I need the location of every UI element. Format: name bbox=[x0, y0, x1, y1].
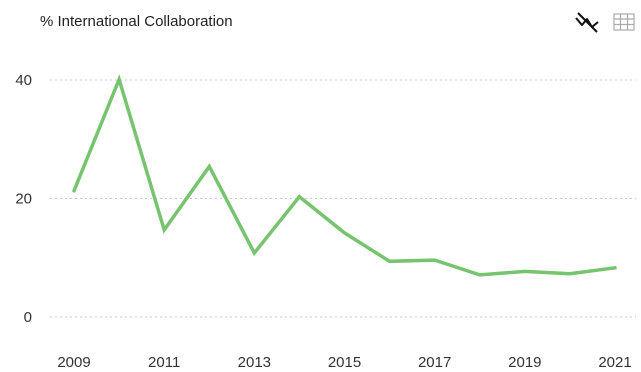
y-axis-ticks: 0 20 40 bbox=[15, 72, 32, 326]
y-tick-label: 40 bbox=[15, 72, 32, 89]
data-point[interactable] bbox=[248, 247, 260, 259]
y-tick-label: 0 bbox=[24, 309, 32, 326]
data-point[interactable] bbox=[68, 185, 80, 197]
data-point[interactable] bbox=[474, 269, 486, 281]
chart-view-toolbar bbox=[571, 8, 641, 36]
data-point[interactable] bbox=[564, 268, 576, 280]
data-point[interactable] bbox=[429, 254, 441, 266]
table-grid-icon bbox=[613, 13, 635, 31]
series-layer bbox=[68, 73, 621, 281]
data-point[interactable] bbox=[293, 191, 305, 203]
x-tick-label: 2013 bbox=[238, 354, 271, 371]
chart-title: % International Collaboration bbox=[40, 13, 233, 30]
line-view-button[interactable] bbox=[573, 8, 601, 36]
x-tick-label: 2015 bbox=[328, 354, 361, 371]
data-point[interactable] bbox=[384, 255, 396, 267]
x-tick-label: 2021 bbox=[598, 354, 631, 371]
table-view-button[interactable] bbox=[609, 8, 637, 36]
x-tick-label: 2011 bbox=[148, 354, 180, 371]
x-tick-label: 2017 bbox=[418, 354, 451, 371]
data-point[interactable] bbox=[158, 224, 170, 236]
data-point[interactable] bbox=[609, 262, 621, 274]
grid-lines bbox=[50, 79, 636, 318]
data-point[interactable] bbox=[113, 73, 125, 85]
data-point[interactable] bbox=[339, 227, 351, 239]
data-point[interactable] bbox=[203, 161, 215, 173]
x-axis-ticks: 2009 2011 2013 2015 2017 2019 2021 bbox=[57, 354, 631, 371]
x-tick-label: 2009 bbox=[57, 354, 90, 371]
series-line bbox=[72, 74, 617, 277]
y-tick-label: 20 bbox=[15, 191, 32, 208]
line-chart-icon bbox=[575, 12, 599, 33]
data-point[interactable] bbox=[519, 265, 531, 277]
x-tick-label: 2019 bbox=[508, 354, 541, 371]
